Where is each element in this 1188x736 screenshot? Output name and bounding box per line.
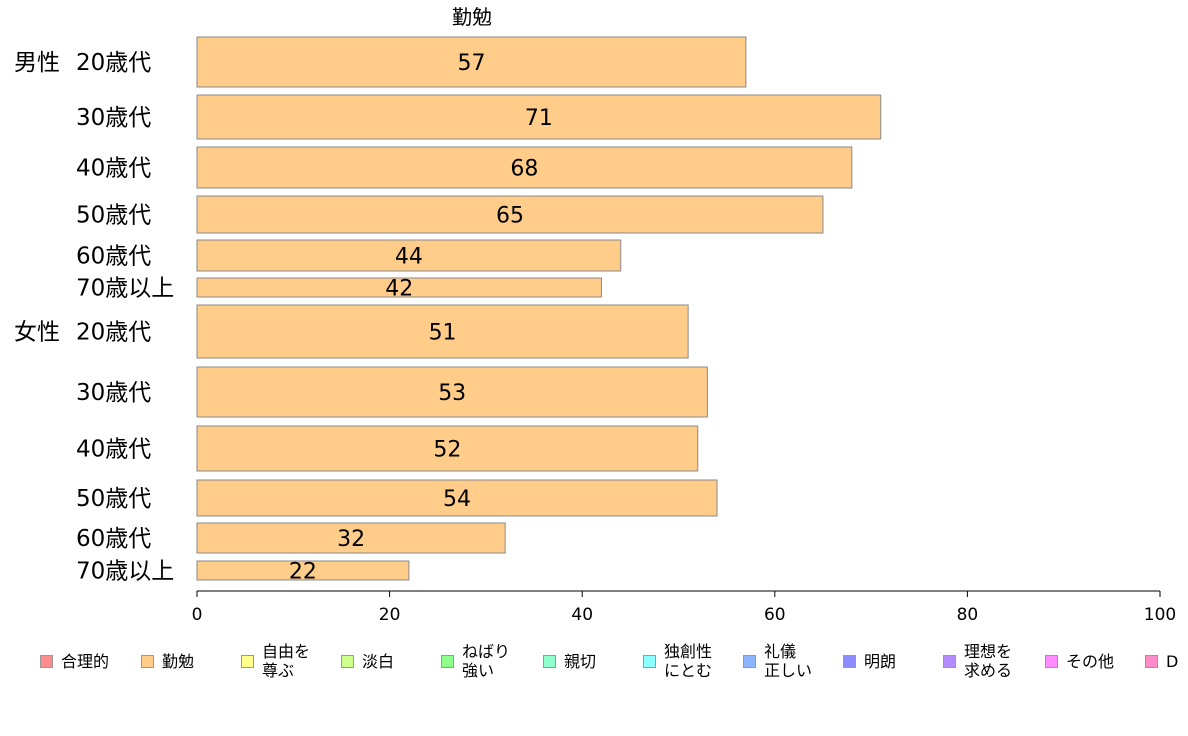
legend-label: その他 — [1066, 651, 1115, 671]
group-label: 男性 — [14, 50, 60, 76]
bar-female-3 — [196, 479, 718, 517]
legend-label: 理想を 求める — [964, 642, 1013, 680]
data-label: 22 — [289, 560, 317, 585]
x-tick-label: 100 — [1144, 605, 1176, 625]
x-axis: 0 20 40 60 80 100 — [192, 590, 1176, 625]
bar-male-0 — [196, 36, 747, 88]
legend-label: 明朗 — [864, 651, 897, 671]
legend-label: D — [1166, 651, 1179, 671]
bar-male-2 — [196, 146, 853, 189]
bar-female-0 — [196, 304, 689, 359]
group-label: 女性 — [14, 320, 60, 346]
category-label: 30歳代 — [76, 105, 151, 131]
legend-item: 親切 — [543, 640, 596, 682]
category-label: 50歳代 — [76, 486, 151, 512]
legend-label: 合理的 — [61, 651, 110, 671]
x-tick-label: 20 — [379, 605, 401, 625]
legend-item: 合理的 — [40, 640, 109, 682]
legend-swatch — [543, 655, 556, 668]
bars-layer: 57 71 68 65 44 42 51 53 52 54 32 22 — [196, 36, 882, 585]
data-label: 52 — [433, 438, 461, 463]
legend-item: ねばり 強い — [441, 640, 510, 682]
legend-item: 明朗 — [843, 640, 896, 682]
legend-item: その他 — [1045, 640, 1114, 682]
legend-swatch — [241, 655, 254, 668]
legend-label: ねばり 強い — [462, 642, 511, 680]
category-label: 70歳以上 — [76, 276, 174, 302]
legend-item: 勤勉 — [141, 640, 194, 682]
legend-item: 淡白 — [341, 640, 394, 682]
legend-swatch — [643, 655, 656, 668]
bar-female-4 — [196, 522, 506, 554]
legend-swatch — [1145, 655, 1158, 668]
legend-label: 親切 — [564, 651, 597, 671]
data-label: 65 — [496, 204, 524, 229]
category-label: 40歳代 — [76, 156, 151, 182]
bar-female-5 — [196, 560, 410, 581]
legend-label: 礼儀 正しい — [764, 642, 813, 680]
data-label: 68 — [510, 157, 538, 182]
legend-swatch — [943, 655, 956, 668]
legend-item: D — [1145, 640, 1178, 682]
legend-swatch — [743, 655, 756, 668]
legend-swatch — [141, 655, 154, 668]
data-label: 44 — [395, 245, 423, 270]
x-tick-label: 0 — [192, 605, 203, 625]
category-label: 50歳代 — [76, 203, 151, 229]
legend-swatch — [341, 655, 354, 668]
legend-item: 自由を 尊ぶ — [241, 640, 310, 682]
category-label: 20歳代 — [76, 50, 151, 76]
x-tick-label: 40 — [571, 605, 593, 625]
legend-item: 独創性 にとむ — [643, 640, 712, 682]
data-label: 42 — [385, 277, 413, 302]
bar-male-4 — [196, 239, 622, 272]
legend-item: 理想を 求める — [943, 640, 1012, 682]
legend: 合理的 勤勉 自由を 尊ぶ 淡白 ねばり 強い 親切 独創性 にとむ 礼儀 正しい 明朗 理想を … — [0, 640, 1188, 690]
bar-male-5 — [196, 277, 602, 298]
bar-male-1 — [196, 94, 882, 140]
legend-label: 淡白 — [362, 651, 395, 671]
legend-swatch — [40, 655, 53, 668]
category-label: 70歳以上 — [76, 559, 174, 585]
legend-label: 自由を 尊ぶ — [262, 642, 311, 680]
data-label: 53 — [438, 381, 466, 406]
legend-label: 独創性 にとむ — [664, 642, 713, 680]
legend-swatch — [441, 655, 454, 668]
legend-swatch — [843, 655, 856, 668]
category-labels: 20歳代男性30歳代40歳代50歳代60歳代70歳以上20歳代女性30歳代40歳… — [14, 50, 174, 585]
category-label: 60歳代 — [76, 526, 151, 552]
bar-female-2 — [196, 425, 699, 472]
category-label: 30歳代 — [76, 380, 151, 406]
chart-title: 勤勉 — [452, 5, 492, 29]
data-label: 54 — [443, 487, 471, 512]
data-label: 71 — [525, 106, 553, 131]
legend-label: 勤勉 — [162, 651, 195, 671]
x-tick-label: 60 — [764, 605, 786, 625]
category-label: 20歳代 — [76, 320, 151, 346]
category-label: 40歳代 — [76, 437, 151, 463]
bar-female-1 — [196, 366, 708, 418]
bar-male-3 — [196, 195, 824, 234]
data-label: 32 — [337, 527, 365, 552]
legend-swatch — [1045, 655, 1058, 668]
legend-item: 礼儀 正しい — [743, 640, 812, 682]
category-label: 60歳代 — [76, 244, 151, 270]
data-label: 57 — [457, 51, 485, 76]
x-tick-label: 80 — [957, 605, 979, 625]
data-label: 51 — [429, 321, 457, 346]
